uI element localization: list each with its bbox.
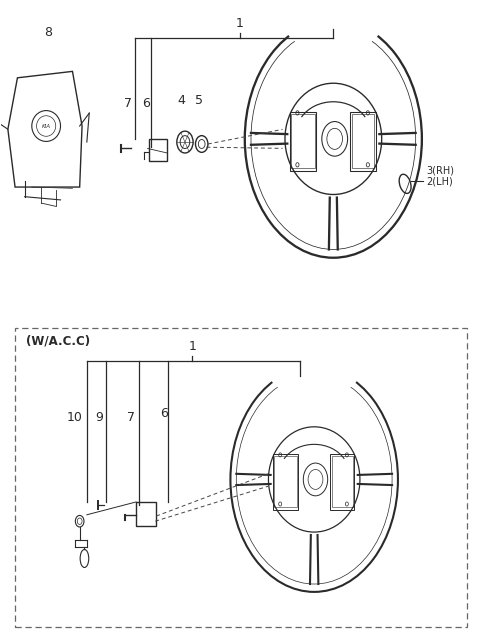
Bar (273, 454, 298, 510)
Text: (W/A.C.C): (W/A.C.C) (25, 335, 90, 348)
Text: 2(LH): 2(LH) (427, 177, 454, 187)
Bar (352, 114, 374, 168)
Text: 6: 6 (160, 408, 168, 421)
Text: 9: 9 (95, 411, 103, 424)
Bar (289, 112, 316, 171)
Bar (350, 112, 376, 171)
Bar (274, 456, 297, 507)
Bar (136, 502, 156, 526)
Bar (149, 139, 167, 162)
Text: 7: 7 (123, 97, 132, 110)
Text: 6: 6 (142, 97, 150, 110)
Bar (330, 454, 354, 510)
Text: 10: 10 (67, 411, 83, 424)
Bar (332, 456, 353, 507)
Text: 7: 7 (127, 411, 135, 424)
Bar (291, 114, 315, 168)
Text: 3(RH): 3(RH) (427, 166, 455, 176)
Text: KIA: KIA (42, 124, 51, 129)
Text: 4: 4 (178, 94, 186, 107)
Text: 5: 5 (195, 94, 203, 107)
Text: 1: 1 (188, 340, 196, 353)
Text: 1: 1 (236, 17, 244, 30)
Text: 8: 8 (45, 26, 52, 39)
